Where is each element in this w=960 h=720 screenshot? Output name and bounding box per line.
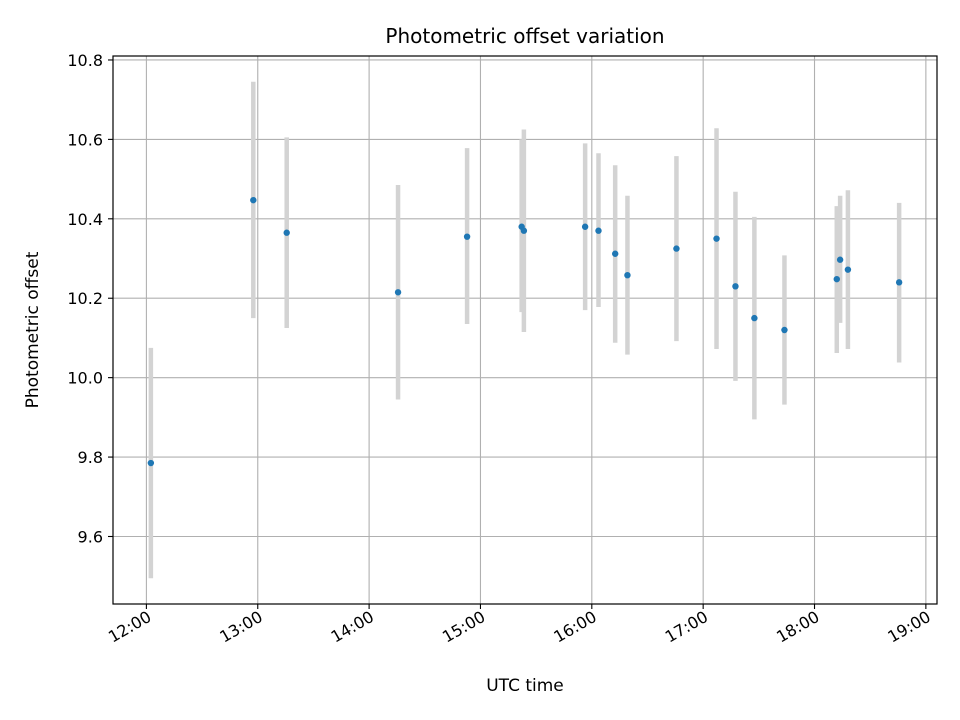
data-point xyxy=(520,227,528,234)
y-tick-label: 10.8 xyxy=(67,51,103,70)
data-point xyxy=(844,266,852,273)
data-point xyxy=(147,459,155,467)
data-point xyxy=(283,229,290,236)
chart-title: Photometric offset variation xyxy=(385,24,664,48)
data-point xyxy=(595,227,602,234)
y-axis-title: Photometric offset xyxy=(23,251,43,408)
data-point xyxy=(836,256,844,263)
data-points xyxy=(147,196,903,467)
data-point xyxy=(833,275,840,283)
y-tick-label: 10.6 xyxy=(67,130,103,149)
data-point xyxy=(713,235,720,242)
y-tick-label: 9.6 xyxy=(78,527,103,546)
y-tick-label: 9.8 xyxy=(78,448,103,467)
data-point xyxy=(463,233,471,240)
data-point xyxy=(781,326,788,334)
x-axis-title: UTC time xyxy=(486,676,564,696)
data-point xyxy=(751,314,758,322)
data-point xyxy=(394,289,402,296)
y-tick-label: 10.0 xyxy=(67,369,103,388)
data-point xyxy=(732,283,739,290)
data-point xyxy=(895,279,903,286)
y-axis: 9.6 9.8 10.0 10.2 10.4 10.6 10.8 xyxy=(67,51,113,546)
y-tick-label: 10.4 xyxy=(67,210,103,229)
data-point xyxy=(611,250,619,257)
y-tick-label: 10.2 xyxy=(67,289,103,308)
plot-frame xyxy=(112,55,938,605)
data-point xyxy=(624,272,631,279)
data-point xyxy=(673,245,680,252)
data-point xyxy=(581,223,589,230)
data-point xyxy=(250,196,257,204)
